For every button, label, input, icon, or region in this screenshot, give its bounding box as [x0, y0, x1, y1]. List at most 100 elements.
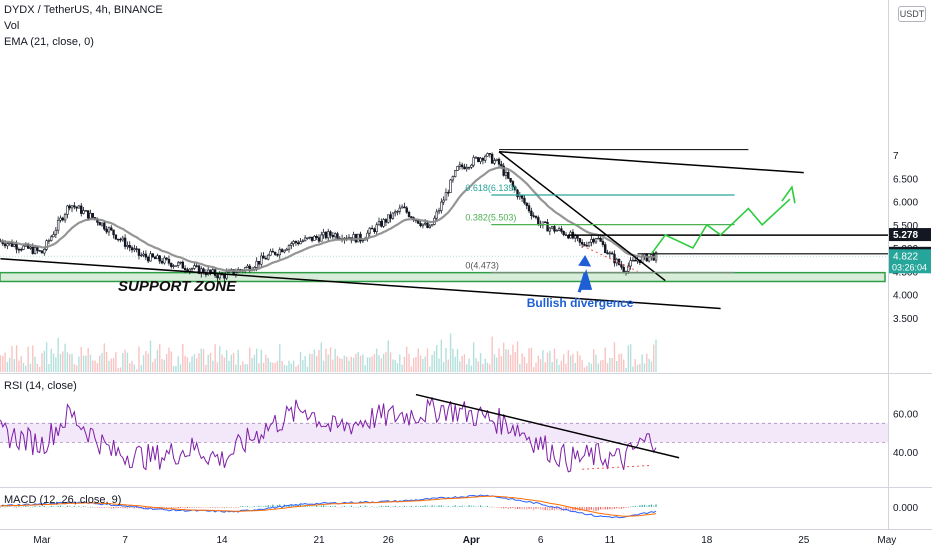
macd-histogram-bar	[288, 504, 290, 507]
macd-histogram-bar	[468, 505, 470, 507]
candle-up	[467, 166, 471, 169]
candle-up	[504, 172, 508, 176]
macd-histogram-bar	[643, 504, 646, 507]
candle-up	[142, 253, 145, 256]
candle-up	[574, 235, 577, 239]
rsi-trendline[interactable]	[415, 393, 680, 459]
macd-histogram-bar	[13, 507, 15, 508]
volume-bar	[613, 342, 616, 372]
projection-arrowhead	[781, 185, 796, 204]
upper-trendline[interactable]	[498, 150, 804, 174]
macd-histogram-bar	[655, 504, 657, 507]
macd-histogram-bar	[52, 506, 55, 507]
currency-button[interactable]: USDT	[898, 6, 926, 22]
macd-histogram-bar	[170, 507, 172, 509]
volume-bar	[579, 355, 581, 372]
macd-histogram-bar	[417, 506, 419, 508]
macd-histogram-bar	[32, 506, 34, 508]
candle-up	[133, 248, 136, 251]
volume-bar	[408, 353, 410, 372]
volume-bar	[553, 348, 556, 372]
macd-histogram-bar	[604, 507, 606, 510]
macd-histogram-bar	[43, 505, 45, 507]
volume-bar	[526, 363, 528, 372]
candle-down	[613, 253, 616, 264]
volume-bar	[348, 360, 350, 372]
macd-histogram-bar	[588, 507, 590, 511]
macd-histogram-bar	[147, 507, 149, 510]
macd-histogram-bar	[318, 506, 320, 507]
divergence-price-line	[581, 245, 638, 272]
volume-bar	[532, 367, 535, 372]
candle-up	[400, 206, 404, 209]
volume-bar	[438, 358, 440, 372]
macd-histogram-bar	[189, 507, 191, 508]
macd-histogram-bar	[205, 507, 207, 508]
lower-trendline[interactable]	[0, 257, 721, 310]
volume-bar	[352, 357, 355, 372]
volume-bar	[336, 355, 339, 372]
price-tag	[889, 228, 931, 242]
volume-bar	[96, 363, 99, 372]
volume-bar	[73, 364, 76, 372]
candle-up	[267, 254, 270, 260]
volume-bar	[355, 353, 357, 372]
macd-histogram-bar	[359, 505, 362, 507]
volume-bar	[322, 360, 325, 372]
candle-up	[453, 170, 457, 177]
volume-bar	[267, 357, 269, 372]
macd-histogram-bar	[600, 507, 602, 510]
macd-histogram-bar	[385, 505, 387, 507]
macd-histogram-bar	[172, 507, 175, 508]
candle-up	[440, 201, 443, 211]
candle-down	[532, 215, 535, 217]
candle-down	[280, 249, 284, 253]
macd-line	[0, 494, 657, 519]
candle-up	[557, 228, 561, 231]
candle-up	[479, 157, 482, 162]
macd-histogram-bar	[491, 506, 493, 508]
volume-bar	[482, 364, 484, 372]
macd-histogram-bar	[131, 507, 133, 508]
candle-down	[257, 260, 261, 265]
candle-down	[336, 233, 339, 239]
volume-bar	[41, 353, 43, 372]
descending-trendline[interactable]	[498, 151, 666, 282]
volume-bar	[599, 360, 602, 372]
time-tick-label: 14	[216, 535, 228, 546]
candle-up	[269, 250, 272, 256]
macd-histogram-bar	[320, 505, 322, 507]
volume-bar	[249, 347, 251, 372]
volume-bar	[362, 354, 364, 372]
volume-bar	[415, 357, 417, 372]
volume-bar	[246, 364, 249, 372]
candle-down	[110, 227, 113, 231]
macd-histogram-bar	[627, 507, 629, 508]
macd-histogram-bar	[244, 506, 246, 507]
macd-legend: MACD (12, 26, close, 9)	[4, 494, 122, 506]
candle-down	[68, 205, 71, 209]
macd-histogram-bar	[6, 506, 8, 508]
volume-bar	[11, 346, 13, 372]
volume-bar	[477, 361, 479, 372]
volume-bar	[486, 362, 489, 372]
candle-up	[474, 157, 478, 159]
volume-bar	[131, 360, 133, 372]
macd-histogram-bar	[530, 507, 532, 510]
macd-histogram-bar	[332, 506, 334, 507]
candle-up	[100, 222, 104, 226]
candle-down	[583, 243, 586, 246]
macd-histogram-bar	[461, 505, 463, 507]
volume-bar	[320, 342, 323, 372]
volume-bar	[59, 353, 62, 372]
macd-histogram-bar	[512, 507, 514, 509]
macd-histogram-bar	[597, 507, 599, 511]
volume-bar	[576, 351, 579, 372]
macd-histogram-bar	[477, 506, 479, 507]
time-tick-label: 26	[383, 535, 395, 546]
macd-histogram-bar	[590, 507, 592, 510]
volume-bar	[216, 362, 219, 372]
macd-histogram-bar	[119, 507, 122, 508]
candle-down	[610, 252, 614, 255]
